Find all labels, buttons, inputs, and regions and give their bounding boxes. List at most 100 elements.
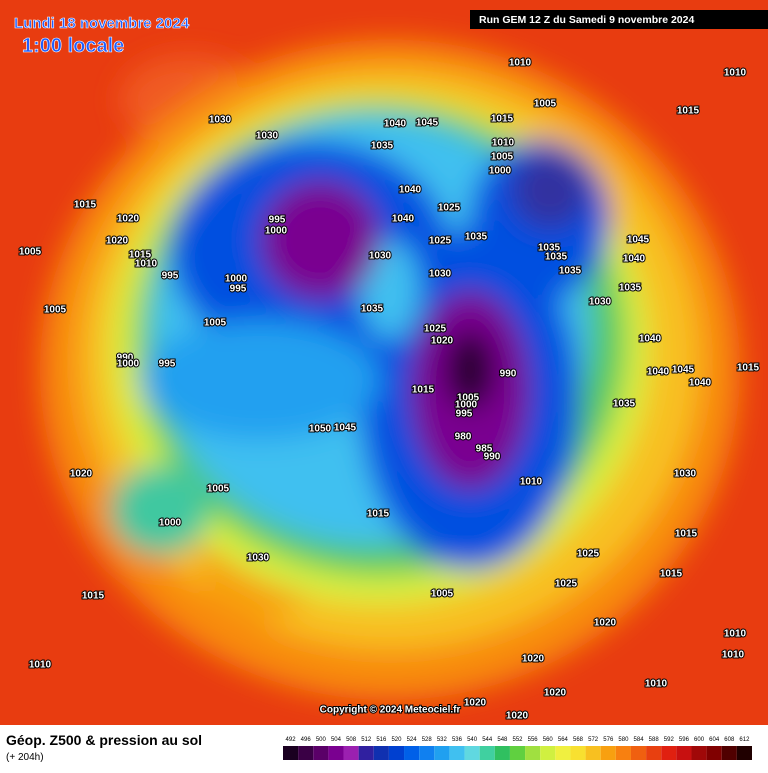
isobar-label: 1020 [431,336,454,347]
legend-swatch [676,746,692,760]
legend-swatch [646,746,662,760]
isobar-label: 1010 [492,138,515,149]
isobar-label: 1015 [491,114,514,125]
legend-swatch [555,746,571,760]
legend-swatch [494,746,510,760]
legend-label: 528 [422,737,433,743]
isobar-label: 1020 [117,214,140,225]
legend-label: 588 [649,737,660,743]
isobar-label: 1030 [674,469,697,480]
legend-label: 512 [361,737,372,743]
isobar-label: 1045 [672,365,695,376]
legend-swatch [479,746,495,760]
forecast-time: 1:00 locale [22,35,124,57]
legend-swatch [404,746,420,760]
isobar-label: 1015 [367,509,390,520]
legend-label: 604 [709,737,720,743]
isobar-label: 1010 [509,58,532,69]
isobar-label: 1035 [538,243,561,254]
isobar-label: 1010 [29,660,52,671]
legend-label: 524 [407,737,418,743]
isobar-label: 1030 [429,269,452,280]
legend-swatch [525,746,541,760]
run-info: Run GEM 12 Z du Samedi 9 novembre 2024 [479,14,694,26]
legend-swatch [600,746,616,760]
isobar-label: 1030 [256,131,279,142]
legend-label: 580 [618,737,629,743]
legend-label: 596 [679,737,690,743]
isobar-label: 1015 [660,569,683,580]
legend-swatch [298,746,314,760]
isobar-label: 1040 [689,378,712,389]
isobar-label: 1035 [361,304,384,315]
isobar-label: 1020 [70,469,93,480]
legend-label: 600 [694,737,705,743]
isobar-label: 1000 [265,226,288,237]
legend-label: 496 [301,737,312,743]
isobar-label: 1015 [82,591,105,602]
legend-label: 536 [452,737,463,743]
legend-label: 492 [286,737,297,743]
isobar-label: 1030 [209,115,232,126]
isobar-label: 1005 [534,99,557,110]
legend-label: 564 [558,737,569,743]
legend-swatch [615,746,631,760]
isobar-label: 990 [484,452,501,463]
legend-label: 572 [588,737,599,743]
isobar-label: 1035 [559,266,582,277]
legend-swatch [661,746,677,760]
legend-swatch [283,746,299,760]
isobar-label: 1040 [623,254,646,265]
isobar-label: 1000 [117,359,140,370]
legend-label: 576 [603,737,614,743]
isobar-label: 1015 [412,385,435,396]
footer-title: Géop. Z500 & pression au sol [6,732,202,748]
isobar-label: 1035 [465,232,488,243]
isobar-label: 1010 [724,68,747,79]
isobar-label: 1000 [225,274,248,285]
isobar-label: 1010 [520,477,543,488]
color-legend: 492 496 500 504 508 512 516 520 524 528 532 536 540 5… [283,737,752,760]
legend-swatch [691,746,707,760]
legend-label: 508 [346,737,357,743]
legend-label: 500 [316,737,327,743]
isobar-labels: 1010 1010 1005 1015 1030 1030 1040 1045 1035 1015… [18,57,761,723]
lead-time: (+ 204h) [6,752,44,763]
isobar-label: 1020 [544,688,567,699]
legend-label: 556 [528,737,539,743]
isobar-label: 995 [162,271,179,282]
legend-label: 592 [664,737,675,743]
isobar-label: 995 [269,215,286,226]
legend-swatch [630,746,647,760]
isobar-label: 1035 [619,283,642,294]
legend-label: 540 [467,737,478,743]
isobar-label: 1020 [594,618,617,629]
legend-swatch [585,746,601,760]
isobar-label: 1020 [464,698,487,709]
isobar-label: 1020 [106,236,129,247]
isobar-label: 1040 [392,214,415,225]
legend-swatch [358,746,374,760]
legend-swatch [328,746,344,760]
legend-swatch [388,746,405,760]
isobar-label: 1010 [645,679,668,690]
legend-swatch [721,746,737,760]
isobar-label: 1030 [369,251,392,262]
isobar-label: 1000 [489,166,512,177]
isobar-label: 995 [159,359,176,370]
legend-label: 520 [391,737,402,743]
isobar-label: 1000 [455,400,478,411]
legend-label: 516 [376,737,387,743]
isobar-label: 1005 [457,393,480,404]
legend-label: 548 [497,737,508,743]
legend-label: 612 [739,737,750,743]
isobar-label: 1050 [309,424,332,435]
isobar-label: 1035 [545,252,568,263]
legend-swatch [570,746,586,760]
legend-swatch [419,746,435,760]
isobar-label: 980 [455,432,472,443]
legend-label: 608 [724,737,735,743]
legend-swatch [343,746,359,760]
isobar-label: 1005 [204,318,227,329]
